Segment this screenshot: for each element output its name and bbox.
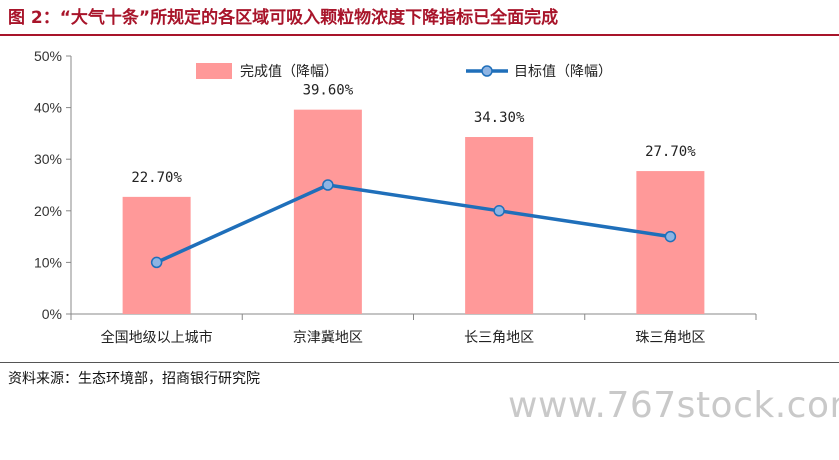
watermark: www.767stock.com [508,385,839,426]
y-tick-label: 20% [34,203,62,219]
target-line [155,183,671,264]
legend-label-line: 目标值（降幅） [514,64,612,80]
bar [636,171,705,314]
figure-title: 图 2：“大气十条”所规定的各区域可吸入颗粒物浓度下降指标已全面完成 [8,8,559,28]
x-category-label: 珠三角地区 [635,330,705,346]
title-rule [0,34,839,36]
bar [293,109,362,314]
y-tick-label: 50% [34,48,62,64]
bar [122,196,191,314]
x-category-label: 京津冀地区 [293,330,363,346]
bar-value-label: 39.60% [303,83,354,99]
legend-swatch-bar [196,63,232,79]
bar-value-label: 22.70% [131,170,182,186]
target-point [664,230,677,243]
x-category-label: 长三角地区 [464,330,534,346]
target-point [322,179,334,191]
bar [465,137,534,314]
legend-swatch-marker [481,65,493,77]
bar-value-label: 27.70% [645,144,696,160]
source-note: 资料来源：生态环境部，招商银行研究院 [8,371,260,387]
legend-label-bar: 完成值（降幅） [240,64,338,80]
chart: 0% 10% 20% 30% 40% 50% 22.70% 39.60% 34.30% 27.70… [34,48,757,346]
target-point [150,256,163,269]
source-rule [0,362,839,363]
y-tick-label: 0% [42,306,62,322]
target-point [493,205,505,217]
y-tick-label: 30% [34,151,62,167]
y-tick-label: 40% [34,100,62,116]
y-tick-label: 10% [34,254,62,270]
x-category-label: 全国地级以上城市 [101,329,213,346]
bar-value-label: 34.30% [474,110,525,126]
